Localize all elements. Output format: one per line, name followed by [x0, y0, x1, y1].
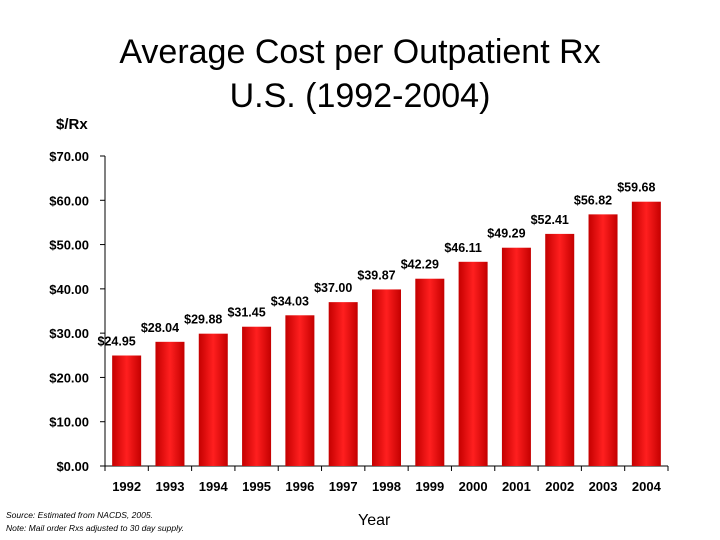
- bar-2002: [545, 233, 575, 466]
- source-note: Source: Estimated from NACDS, 2005. Note…: [6, 509, 184, 535]
- y-tick-label: $60.00: [49, 193, 89, 208]
- x-tick-label: 1992: [112, 479, 141, 494]
- chart-title-line-2: U.S. (1992-2004): [229, 77, 491, 115]
- data-label: $28.04: [141, 321, 179, 335]
- y-tick-label: $40.00: [49, 282, 89, 297]
- data-label: $39.87: [357, 268, 395, 282]
- data-label: $46.11: [444, 241, 482, 255]
- x-tick-label: 1998: [372, 479, 401, 494]
- y-axis-label: $/Rx: [56, 116, 88, 133]
- bar-2000: [458, 261, 488, 466]
- source-line: Source: Estimated from NACDS, 2005.: [6, 510, 153, 520]
- data-label: $56.82: [574, 193, 612, 207]
- bar-1994: [198, 333, 228, 466]
- chart-title-line-1: Average Cost per Outpatient Rx: [119, 33, 601, 71]
- x-tick-label: 1995: [242, 479, 271, 494]
- note-line: Note: Mail order Rxs adjusted to 30 day …: [6, 523, 184, 533]
- bar-1997: [328, 302, 358, 466]
- data-label: $42.29: [401, 258, 439, 272]
- x-tick-label: 2003: [589, 479, 618, 494]
- bar-1993: [155, 341, 185, 466]
- x-tick-label: 1994: [199, 479, 229, 494]
- x-tick-label: 1997: [329, 479, 358, 494]
- x-tick-label: 2001: [502, 479, 531, 494]
- bar-1995: [242, 326, 272, 466]
- x-tick-label: 2004: [632, 479, 662, 494]
- y-tick-label: $20.00: [49, 370, 89, 385]
- data-label: $49.29: [487, 227, 525, 241]
- bar-1999: [415, 278, 445, 466]
- data-label: $34.03: [271, 294, 309, 308]
- x-tick-label: 1999: [415, 479, 444, 494]
- data-label: $37.00: [314, 281, 352, 295]
- bar-1996: [285, 315, 315, 466]
- x-tick-label: 1996: [285, 479, 314, 494]
- bar-2003: [588, 214, 618, 466]
- y-tick-label: $10.00: [49, 415, 89, 430]
- bars: [112, 201, 661, 466]
- bar-1998: [372, 289, 401, 466]
- y-tick-label: $0.00: [56, 459, 89, 474]
- bar-2001: [501, 247, 531, 466]
- y-tick-label: $70.00: [49, 149, 89, 164]
- data-labels: $24.95 $28.04 $29.88 $31.45 $34.03 $37.00 $39.…: [98, 181, 656, 349]
- y-tick-label: $50.00: [49, 238, 89, 253]
- x-axis-label: Year: [358, 512, 391, 529]
- bar-1992: [112, 355, 142, 466]
- data-label: $29.88: [184, 313, 222, 327]
- x-tick-label: 2000: [459, 479, 488, 494]
- data-label: $59.68: [617, 181, 655, 195]
- data-label: $24.95: [98, 335, 136, 349]
- x-tick-label: 2002: [545, 479, 574, 494]
- data-label: $52.41: [531, 213, 569, 227]
- bar-2004: [631, 201, 661, 466]
- x-tick-label: 1993: [156, 479, 185, 494]
- y-tick-label: $30.00: [49, 326, 89, 341]
- data-label: $31.45: [227, 306, 265, 320]
